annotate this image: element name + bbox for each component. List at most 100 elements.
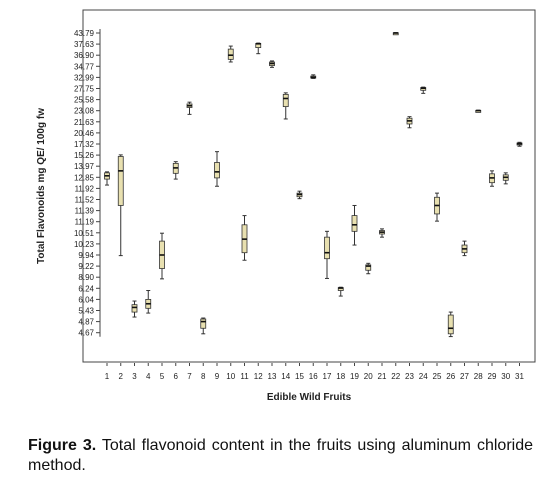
x-tick-label: 4 xyxy=(146,372,151,381)
x-tick-label: 29 xyxy=(488,372,497,381)
caption-text: Total flavonoid content in the fruits us… xyxy=(28,437,534,474)
x-tick-label: 26 xyxy=(446,372,455,381)
x-tick-label: 6 xyxy=(174,372,179,381)
x-tick-label: 30 xyxy=(501,372,510,381)
box-29 xyxy=(489,170,495,187)
box-9 xyxy=(214,151,220,187)
box-17 xyxy=(324,230,330,279)
y-axis: 43.79 37.63 36.90 34.77 32.99 27.75 25.58 23.08… xyxy=(74,29,101,338)
x-tick-label: 25 xyxy=(433,372,442,381)
box-16 xyxy=(310,74,317,79)
box-14 xyxy=(282,92,289,120)
box-iqr xyxy=(324,236,330,260)
figure-caption: Figure 3. Total flavonoid content in the… xyxy=(28,436,533,476)
box-iqr xyxy=(117,156,124,206)
y-tick-label: 43.79 xyxy=(74,29,95,38)
boxplot-chart: 43.79 37.63 36.90 34.77 32.99 27.75 25.58 23.08… xyxy=(36,9,536,403)
x-tick-label: 27 xyxy=(460,372,469,381)
y-tick-label: 6.24 xyxy=(78,284,94,293)
box-18 xyxy=(337,286,344,297)
x-tick-label: 17 xyxy=(323,372,332,381)
box-11 xyxy=(241,215,248,261)
y-tick-label: 21.63 xyxy=(74,118,95,127)
y-tick-label: 36.90 xyxy=(74,51,95,60)
box-8 xyxy=(200,317,207,335)
box-iqr xyxy=(200,318,207,329)
x-tick-label: 5 xyxy=(160,372,165,381)
x-tick-label: 21 xyxy=(378,372,387,381)
box-iqr xyxy=(447,314,454,335)
box-24 xyxy=(420,86,427,94)
box-23 xyxy=(406,116,413,129)
x-axis: 1 2 3 4 5 6 7 8 9 10 11 12 13 14 15 16 17 18 19 20 21 22 23 24 2… xyxy=(105,363,524,381)
box-15 xyxy=(296,190,303,200)
y-tick-label: 17.32 xyxy=(74,140,95,149)
x-tick-label: 8 xyxy=(201,372,206,381)
box-30 xyxy=(502,172,509,185)
box-28 xyxy=(475,109,482,113)
box-iqr xyxy=(282,93,289,108)
y-tick-label: 10.51 xyxy=(74,229,95,238)
y-tick-label: 32.99 xyxy=(74,73,95,82)
y-tick-label: 15.26 xyxy=(74,151,95,160)
y-tick-label: 4.67 xyxy=(78,329,94,338)
box-iqr xyxy=(131,304,138,313)
box-5 xyxy=(159,232,165,280)
box-21 xyxy=(379,228,385,238)
x-tick-label: 1 xyxy=(105,372,110,381)
y-tick-label: 5.43 xyxy=(78,307,94,316)
x-tick-label: 18 xyxy=(336,372,345,381)
figure-label: Figure 3. xyxy=(28,437,97,454)
box-19 xyxy=(351,204,358,246)
y-tick-label: 9.22 xyxy=(78,262,94,271)
box-12 xyxy=(255,42,262,55)
box-25 xyxy=(434,192,440,222)
box-22 xyxy=(392,32,399,36)
x-tick-label: 7 xyxy=(187,372,192,381)
y-tick-label: 37.63 xyxy=(74,40,95,49)
boxes-group xyxy=(104,32,523,338)
y-tick-label: 11.52 xyxy=(75,196,95,205)
box-31 xyxy=(516,141,523,147)
y-tick-label: 11.92 xyxy=(75,184,95,193)
x-tick-label: 15 xyxy=(295,372,304,381)
plot-frame xyxy=(82,9,536,363)
x-tick-label: 2 xyxy=(119,372,124,381)
x-tick-label: 28 xyxy=(474,372,483,381)
y-tick-label: 10.23 xyxy=(74,240,95,249)
box-2 xyxy=(117,154,124,257)
box-iqr xyxy=(365,264,372,271)
y-tick-label: 27.75 xyxy=(74,85,95,94)
y-tick-label: 13.97 xyxy=(74,162,95,171)
box-iqr xyxy=(227,48,234,60)
x-tick-label: 23 xyxy=(405,372,414,381)
box-27 xyxy=(461,240,468,257)
y-tick-label: 34.77 xyxy=(74,62,95,71)
box-26 xyxy=(447,311,454,338)
y-tick-label: 11.39 xyxy=(75,207,95,216)
box-1 xyxy=(104,171,110,186)
y-tick-label: 12.85 xyxy=(74,173,95,182)
box-20 xyxy=(365,262,372,275)
y-tick-label: 6.04 xyxy=(78,295,94,304)
y-tick-label: 20.46 xyxy=(74,129,95,138)
box-10 xyxy=(227,45,234,63)
box-iqr xyxy=(351,215,358,232)
y-tick-label: 23.08 xyxy=(74,107,95,116)
x-tick-label: 19 xyxy=(350,372,359,381)
x-tick-label: 14 xyxy=(281,372,290,381)
x-tick-label: 22 xyxy=(391,372,400,381)
box-13 xyxy=(269,60,275,68)
box-6 xyxy=(172,161,179,180)
box-7 xyxy=(186,101,193,115)
y-axis-title: Total Flavonoids mg QE/ 100g fw xyxy=(36,108,47,264)
x-axis-title: Edible Wild Fruits xyxy=(267,392,352,403)
x-tick-label: 20 xyxy=(364,372,373,381)
y-tick-label: 8.90 xyxy=(78,273,94,282)
x-tick-label: 16 xyxy=(309,372,318,381)
y-tick-label: 25.58 xyxy=(74,96,95,105)
x-tick-label: 13 xyxy=(268,372,277,381)
box-4 xyxy=(145,290,152,314)
y-tick-label: 11.19 xyxy=(75,218,95,227)
box-iqr xyxy=(214,162,220,179)
